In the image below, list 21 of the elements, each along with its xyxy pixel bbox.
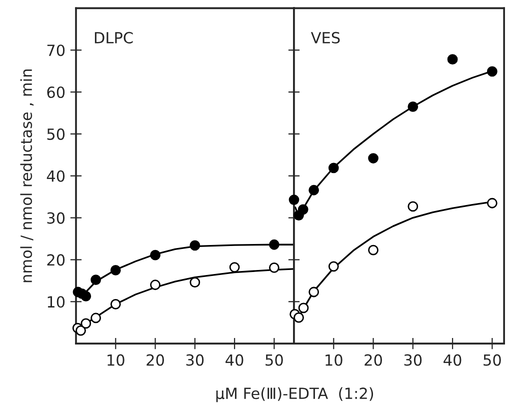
- x-tick-label: 50: [266, 354, 283, 366]
- x-tick-label: 40: [226, 354, 244, 366]
- x-axis-title: µM Fe(Ⅲ)-EDTA (1:2): [216, 387, 374, 402]
- y-tick-label: 70: [47, 44, 65, 56]
- text: DLPC: [94, 32, 133, 44]
- y-tick-label: 50: [47, 128, 65, 140]
- text: VES: [310, 32, 340, 44]
- x-tick-label: 50: [484, 354, 501, 366]
- y-tick-label: 60: [47, 86, 65, 98]
- y-axis-title: nmol / nmol reductase , min: [20, 70, 34, 282]
- y-tick-label: 30: [47, 212, 65, 224]
- x-tick-label: 30: [186, 354, 204, 366]
- x-tick-label: 40: [444, 354, 462, 366]
- y-tick-label: 10: [48, 296, 65, 308]
- x-tick-label: 10: [326, 354, 342, 366]
- x-tick-label: 10: [108, 354, 124, 366]
- y-tick-label: 40: [46, 170, 65, 182]
- x-tick-label: 20: [364, 354, 382, 366]
- x-tick-label: 30: [404, 354, 422, 366]
- y-tick-label: 20: [47, 254, 65, 266]
- x-tick-label: 20: [146, 354, 164, 366]
